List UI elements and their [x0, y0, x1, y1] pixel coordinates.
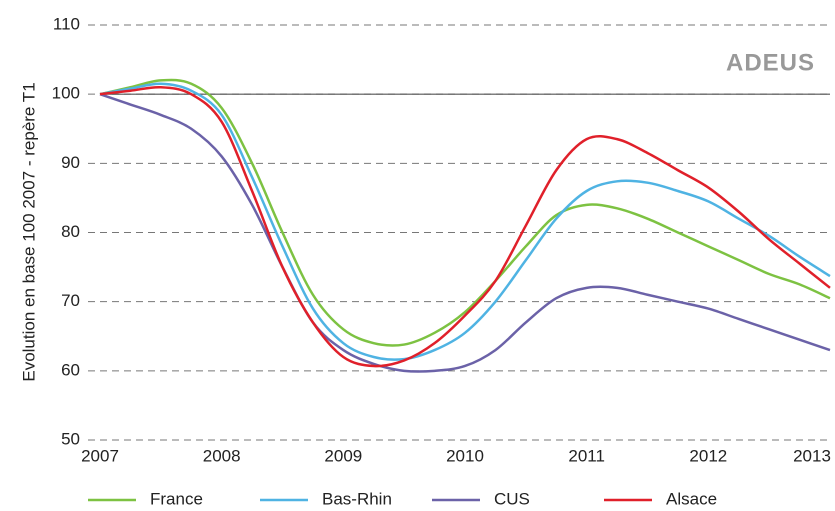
series-line: [99, 82, 831, 361]
x-tick-label: 2008: [203, 446, 241, 465]
logo: ADEUS: [726, 49, 815, 76]
x-tick-label: 2011: [568, 446, 605, 465]
legend-label: France: [150, 489, 203, 508]
x-tick-label: 2009: [324, 446, 362, 465]
y-tick-label: 90: [61, 153, 80, 172]
y-tick-label: 80: [61, 222, 80, 241]
x-tick-label: 2007: [81, 446, 119, 465]
legend-label: Bas-Rhin: [322, 489, 392, 508]
x-tick-label: 2010: [446, 446, 484, 465]
y-tick-label: 60: [61, 360, 80, 379]
series-line: [99, 85, 831, 368]
y-tick-label: 110: [53, 14, 80, 33]
y-tick-label: 70: [61, 291, 80, 310]
series-line: [99, 78, 831, 347]
y-axis-label: Evolution en base 100 2007 - repère T1: [19, 82, 38, 381]
y-tick-label: 100: [52, 84, 80, 103]
legend-label: Alsace: [666, 489, 717, 508]
legend-label: CUS: [494, 489, 530, 508]
x-tick-label: 2012: [689, 446, 727, 465]
y-tick-label: 50: [61, 429, 80, 448]
x-tick-label: 2013: [793, 446, 831, 465]
series-line: [99, 92, 831, 373]
